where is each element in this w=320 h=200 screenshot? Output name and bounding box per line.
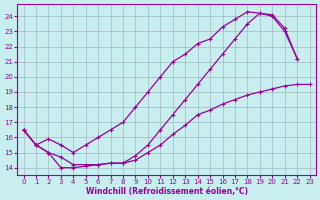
X-axis label: Windchill (Refroidissement éolien,°C): Windchill (Refroidissement éolien,°C)	[85, 187, 248, 196]
